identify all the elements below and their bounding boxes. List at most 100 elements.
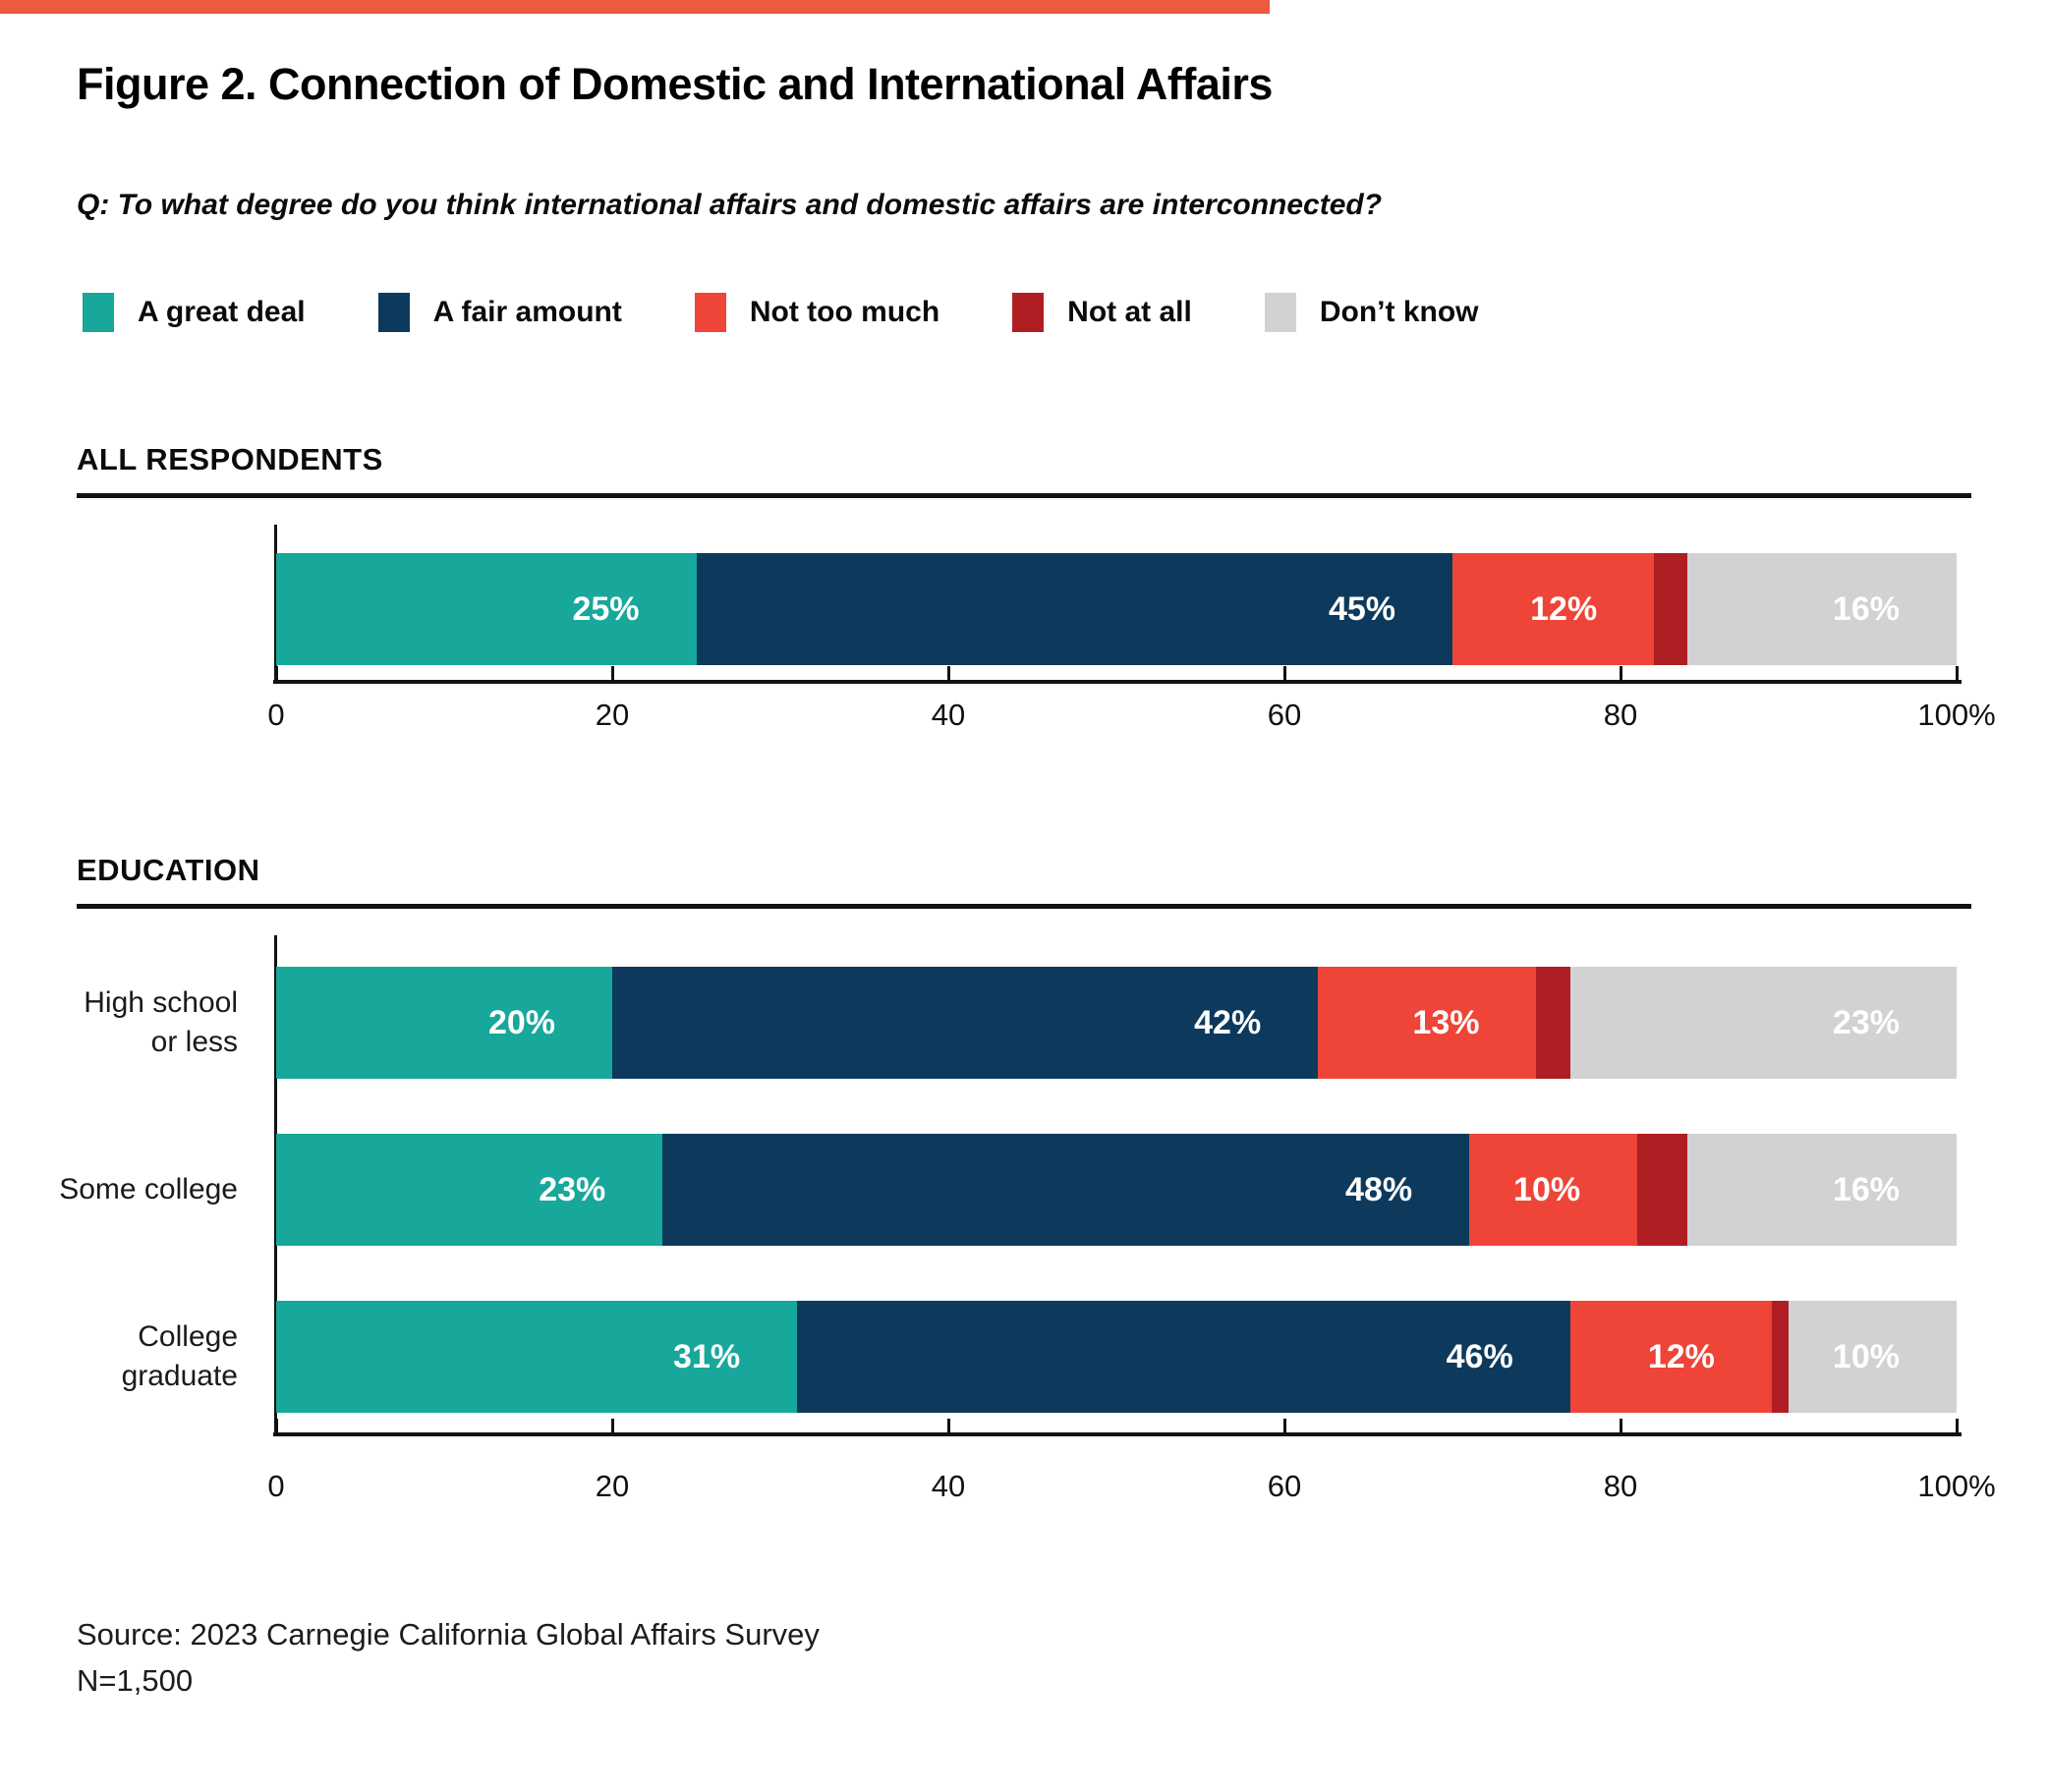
sample-size-line: N=1,500 (77, 1663, 194, 1698)
segment-value-label: 16% (1832, 589, 1900, 628)
bar-segment-not-too-much: 13% (1318, 967, 1537, 1079)
legend-label: Don’t know (1319, 296, 1479, 328)
segment-value-label: 20% (487, 1003, 555, 1041)
category-label-line: graduate (121, 1360, 238, 1392)
x-axis-tick-label: 100% (1917, 698, 1996, 732)
x-axis-tick-label: 0 (267, 1469, 285, 1503)
x-axis-tick-label: 20 (595, 698, 630, 732)
x-axis-tick-label: 80 (1603, 698, 1638, 732)
x-axis-tick (275, 1419, 278, 1432)
segment-value-label: 45% (1328, 589, 1395, 628)
bar-row: 31% 46% 12% 10% (276, 1301, 1957, 1413)
section-education: EDUCATION High school or less 20% 42% 13% 23% S… (0, 853, 2048, 1540)
segment-value-label: 46% (1446, 1337, 1513, 1375)
category-label-high-school-or-less: High school or less (0, 967, 238, 1079)
bar-segment-a-great-deal: 25% (276, 553, 697, 665)
x-axis-line (273, 1432, 1962, 1436)
bar-segment-don-t-know: 16% (1687, 553, 1957, 665)
bar-segment-a-great-deal: 31% (276, 1301, 798, 1413)
x-axis-tick (611, 1419, 614, 1432)
legend-item-not-at-all: Not at all (1012, 293, 1192, 332)
legend-item-not-too-much: Not too much (694, 293, 940, 332)
section-all-respondents: ALL RESPONDENTS 25% 45% 12% 16% 0 20 40 60 80 100% (0, 442, 2048, 853)
section-heading: ALL RESPONDENTS (77, 442, 383, 476)
x-axis-tick (1283, 666, 1286, 680)
section-heading: EDUCATION (77, 853, 260, 887)
figure-title: Figure 2. Connection of Domestic and Int… (77, 59, 1273, 109)
category-label-college-graduate: College graduate (0, 1301, 238, 1413)
segment-value-label: 42% (1194, 1003, 1262, 1041)
x-axis-tick-label: 0 (267, 698, 285, 732)
legend-swatch-a-fair-amount (377, 293, 410, 332)
bar-segment-a-fair-amount: 45% (696, 553, 1452, 665)
x-axis-tick-label: 40 (931, 1469, 966, 1503)
bar-row: 20% 42% 13% 23% (276, 967, 1957, 1079)
bar-segment-not-at-all (1637, 1134, 1688, 1246)
bar-segment-a-great-deal: 23% (276, 1134, 663, 1246)
bar-segment-not-too-much: 10% (1469, 1134, 1638, 1246)
section-rule (77, 904, 1971, 909)
x-axis-tick (947, 666, 950, 680)
legend-label: Not too much (749, 296, 940, 328)
segment-value-label: 12% (1647, 1337, 1715, 1375)
category-label-line: High school (84, 986, 238, 1019)
bar-row: 25% 45% 12% 16% (276, 553, 1957, 665)
bar-segment-a-fair-amount: 46% (797, 1301, 1570, 1413)
legend-swatch-not-too-much (694, 293, 726, 332)
x-axis-tick-label: 20 (595, 1469, 630, 1503)
bar-row: 23% 48% 10% 16% (276, 1134, 1957, 1246)
legend-label: A fair amount (432, 296, 622, 328)
bar-segment-a-fair-amount: 42% (612, 967, 1319, 1079)
source-note: Source: 2023 Carnegie California Global … (77, 1611, 820, 1704)
x-axis-tick (947, 1419, 950, 1432)
legend-swatch-don-t-know (1264, 293, 1296, 332)
segment-value-label: 16% (1832, 1170, 1900, 1208)
bar-segment-not-at-all (1771, 1301, 1789, 1413)
section-rule (77, 493, 1971, 498)
x-axis-tick-label: 60 (1267, 698, 1302, 732)
legend-swatch-not-at-all (1012, 293, 1045, 332)
legend-item-don-t-know: Don’t know (1264, 293, 1479, 332)
bar-segment-not-at-all (1536, 967, 1570, 1079)
segment-value-label: 13% (1412, 1003, 1480, 1041)
bar-segment-don-t-know: 23% (1569, 967, 1957, 1079)
category-label-line: Some college (59, 1173, 238, 1205)
x-axis-tick-label: 60 (1267, 1469, 1302, 1503)
bar-segment-don-t-know: 10% (1788, 1301, 1957, 1413)
legend-label: Not at all (1067, 296, 1192, 328)
x-axis-tick (1956, 666, 1959, 680)
legend: A great deal A fair amount Not too much Not… (83, 293, 1479, 332)
bar-segment-not-too-much: 12% (1569, 1301, 1772, 1413)
legend-label: A great deal (138, 296, 306, 328)
segment-value-label: 23% (1832, 1003, 1900, 1041)
x-axis-tick (275, 666, 278, 680)
x-axis-tick-label: 80 (1603, 1469, 1638, 1503)
category-label-line: or less (150, 1026, 238, 1058)
question-text: Q: To what degree do you think internati… (77, 189, 1383, 221)
bar-segment-don-t-know: 16% (1687, 1134, 1957, 1246)
bar-segment-a-fair-amount: 48% (662, 1134, 1470, 1246)
x-axis-tick-label: 100% (1917, 1469, 1996, 1503)
legend-swatch-a-great-deal (83, 293, 114, 332)
bar-segment-not-too-much: 12% (1452, 553, 1655, 665)
source-line: Source: 2023 Carnegie California Global … (77, 1617, 820, 1652)
segment-value-label: 10% (1513, 1170, 1581, 1208)
x-axis-tick (1620, 666, 1622, 680)
top-accent-bar (0, 0, 1270, 14)
segment-value-label: 25% (572, 589, 640, 628)
segment-value-label: 10% (1832, 1337, 1900, 1375)
x-axis-tick (611, 666, 614, 680)
category-label-some-college: Some college (0, 1134, 238, 1246)
x-axis-tick (1956, 1419, 1959, 1432)
legend-item-a-great-deal: A great deal (83, 293, 306, 332)
segment-value-label: 12% (1530, 589, 1598, 628)
bar-segment-not-at-all (1654, 553, 1688, 665)
y-axis-line (274, 935, 277, 1436)
x-axis-tick (1620, 1419, 1622, 1432)
segment-value-label: 23% (539, 1170, 606, 1208)
category-label-line: College (138, 1320, 238, 1353)
x-axis-line (273, 680, 1962, 684)
y-axis-line (274, 525, 277, 684)
segment-value-label: 48% (1345, 1170, 1413, 1208)
